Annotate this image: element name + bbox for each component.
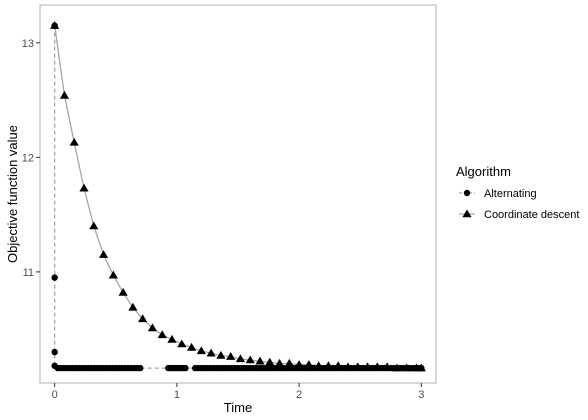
coordinate-descent-point [274,358,285,367]
x-axis-ticks: 0 1 2 3 [52,383,424,401]
coordinate-descent-point [89,221,99,230]
alternating-point [51,274,58,281]
coordinate-descent-point [314,361,324,370]
coordinate-descent-point [206,348,216,357]
alternating-point [51,348,58,356]
legend-item-coordinate-descent: Coordinate descent [459,209,579,221]
series-points [50,21,426,372]
coordinate-descent-point [323,361,334,370]
coordinate-descent-point [186,342,197,351]
coordinate-descent-point [118,287,128,296]
alternating-point [137,364,144,372]
coordinate-descent-point [216,350,226,359]
coordinate-descent-point [416,363,426,372]
coordinate-descent-point [353,362,363,371]
y-axis-label: Objective function value [5,125,20,263]
legend-label: Coordinate descent [484,209,579,221]
coordinate-descent-point [284,358,294,367]
coordinate-descent-point [196,346,206,355]
coordinate-descent-point [138,314,148,323]
coordinate-descent-point [245,355,255,364]
legend-key-marker [463,189,471,197]
coordinate-descent-point [167,334,177,343]
coordinate-descent-point [304,360,314,368]
legend-items: Alternating Coordinate descent [459,188,579,221]
y-tick-label: 12 [22,152,34,164]
coordinate-descent-point [294,360,304,368]
coordinate-descent-point [98,250,109,258]
coordinate-descent-point [50,21,60,29]
coordinate-descent-point [79,183,89,192]
coordinate-descent-point [392,363,402,372]
x-tick-label: 1 [174,389,180,401]
plot-panel [39,4,437,384]
legend-title: Algorithm [456,164,511,179]
legend: Algorithm Alternating Coordinate descent [456,164,579,221]
x-tick-label: 3 [418,389,424,401]
legend-item-alternating: Alternating [459,188,537,200]
coordinate-descent-point [177,339,187,348]
coordinate-descent-point [255,356,265,365]
coordinate-descent-point [402,363,412,372]
coordinate-descent-point [382,362,392,371]
y-tick-label: 13 [22,38,34,50]
coordinate-descent-point [362,362,373,371]
x-tick-label: 0 [52,389,58,401]
coordinate-descent-point [265,357,275,366]
coordinate-descent-point [226,352,236,360]
legend-label: Alternating [484,188,537,200]
x-axis-label: Time [224,400,252,415]
y-tick-label: 11 [23,267,34,279]
coordinate-descent-point [372,362,382,371]
coordinate-descent-point [147,323,158,332]
legend-key-marker [462,209,472,218]
coordinate-descent-point [235,354,246,363]
coordinate-descent-point [343,362,353,371]
alternating-point [182,364,189,372]
coordinate-descent-point [128,302,138,311]
coordinate-descent-point [59,90,70,99]
coordinate-descent-point [333,361,343,370]
coordinate-descent-point [108,270,118,279]
coordinate-descent-point [69,137,79,146]
coordinate-descent-point [157,330,167,339]
y-axis-ticks: 11 12 13 [22,38,40,279]
x-tick-label: 2 [296,389,302,401]
